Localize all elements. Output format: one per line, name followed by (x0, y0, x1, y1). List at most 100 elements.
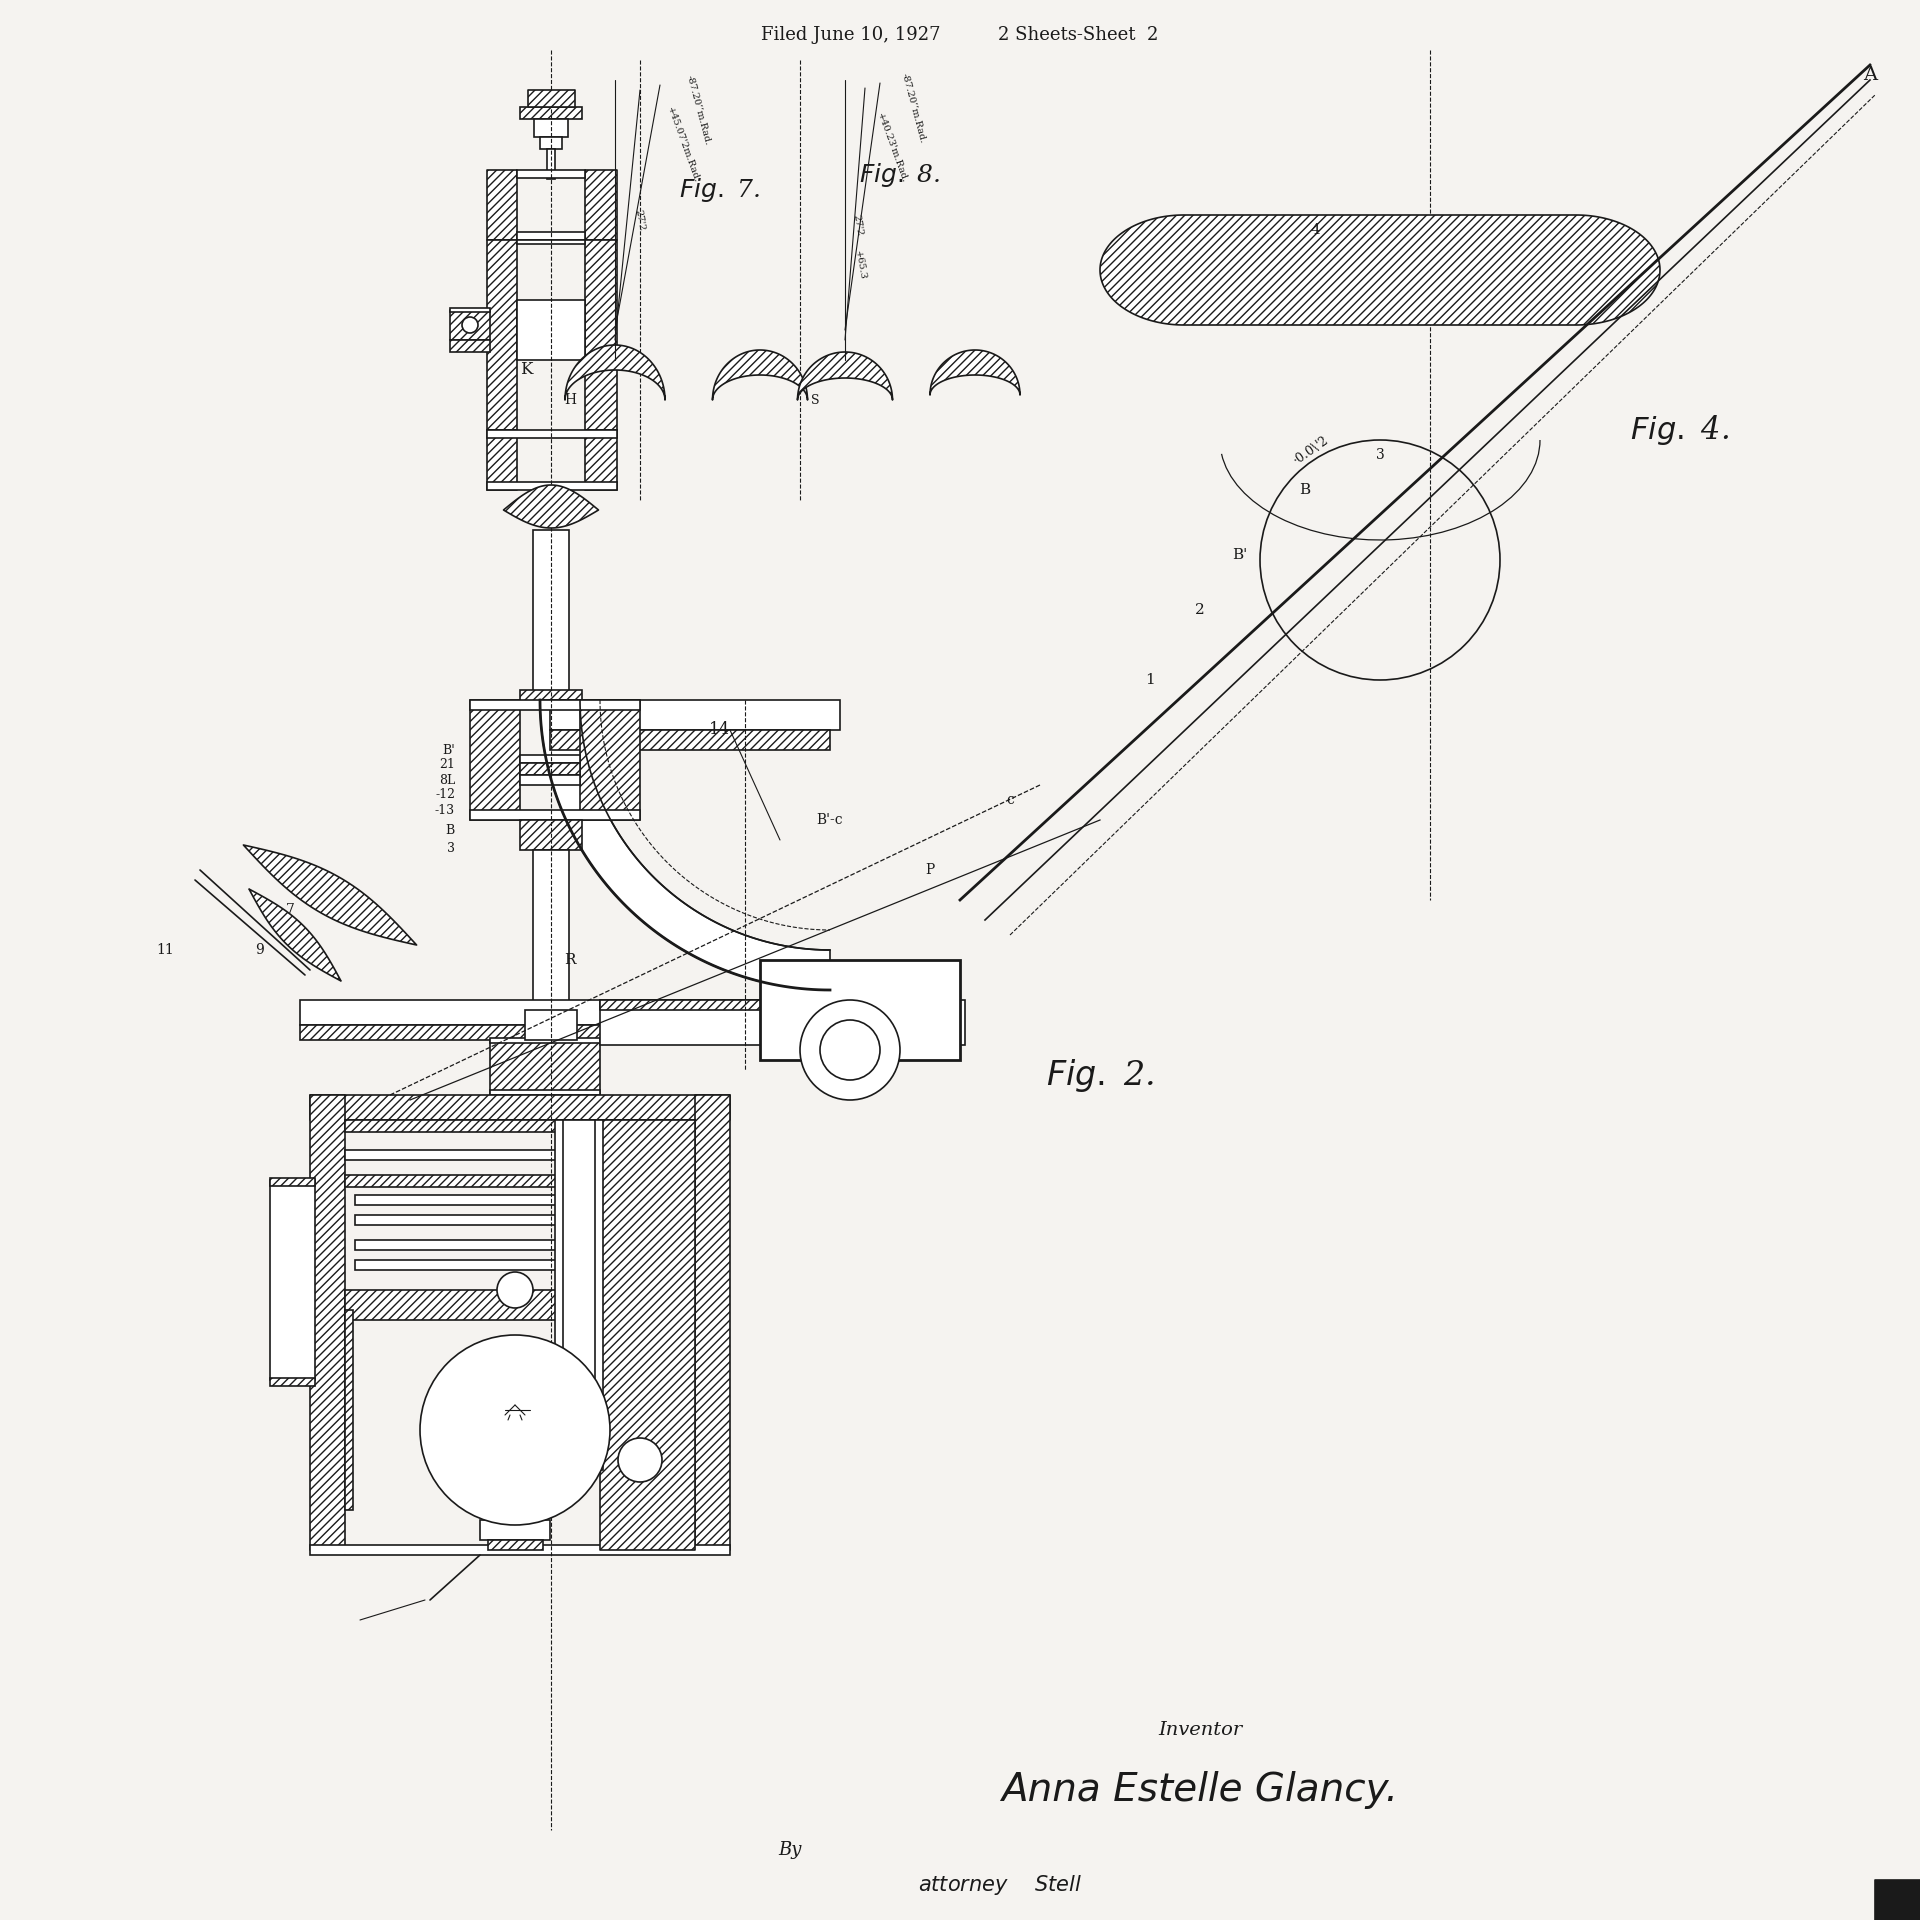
Polygon shape (488, 171, 516, 240)
Bar (355, 1194, 685, 1206)
Polygon shape (309, 1094, 730, 1119)
Polygon shape (580, 701, 639, 820)
Text: Inventor: Inventor (1158, 1720, 1242, 1740)
Bar (488, 1540, 543, 1549)
Bar (524, 1010, 578, 1041)
Circle shape (420, 1334, 611, 1524)
Text: $\mathit{Fig.}$ 4.: $\mathit{Fig.}$ 4. (1630, 413, 1730, 447)
Text: 1: 1 (1144, 674, 1154, 687)
Text: $\mathit{Fig.}$ 2.: $\mathit{Fig.}$ 2. (1046, 1056, 1154, 1094)
Bar (346, 1150, 695, 1160)
Bar (355, 1260, 685, 1269)
Text: +65.3: +65.3 (852, 250, 868, 280)
Text: $\cdot$0.0\'2: $\cdot$0.0\'2 (1288, 432, 1331, 468)
Circle shape (820, 1020, 879, 1079)
Text: 2: 2 (1194, 603, 1206, 616)
Text: 27'2: 27'2 (852, 213, 864, 236)
Bar (555, 1119, 603, 1471)
Text: 4: 4 (1309, 223, 1319, 236)
Bar (470, 810, 639, 820)
Bar (516, 232, 586, 240)
Bar (516, 300, 586, 361)
Polygon shape (586, 430, 616, 490)
Polygon shape (540, 701, 829, 991)
Bar (470, 701, 639, 710)
Text: 3: 3 (1375, 447, 1384, 463)
Circle shape (801, 1000, 900, 1100)
Polygon shape (449, 309, 490, 340)
Bar (534, 119, 568, 136)
Text: B: B (445, 824, 455, 837)
Polygon shape (1876, 1880, 1920, 1920)
Text: +40.23'm.Rad.: +40.23'm.Rad. (876, 111, 908, 184)
Polygon shape (503, 486, 599, 528)
Polygon shape (695, 1094, 730, 1549)
Polygon shape (1100, 215, 1661, 324)
Text: 8L: 8L (440, 774, 455, 787)
Bar (346, 1119, 695, 1133)
Bar (449, 340, 490, 351)
Text: c: c (1006, 793, 1014, 806)
Polygon shape (586, 240, 616, 430)
Bar (520, 762, 580, 776)
Polygon shape (488, 430, 516, 490)
Text: H: H (564, 394, 576, 407)
Polygon shape (564, 346, 664, 399)
Bar (490, 1091, 599, 1094)
Bar (300, 1025, 960, 1041)
Bar (449, 307, 490, 311)
Bar (309, 1546, 730, 1555)
Text: -13: -13 (434, 803, 455, 816)
Text: $\mathit{attorney\ \ \ \ Stell}$: $\mathit{attorney\ \ \ \ Stell}$ (918, 1874, 1081, 1897)
Bar (549, 730, 829, 751)
Polygon shape (490, 1041, 599, 1094)
Circle shape (618, 1438, 662, 1482)
Text: B': B' (442, 743, 455, 756)
Bar (300, 1000, 960, 1025)
Bar (547, 150, 555, 179)
Bar (520, 108, 582, 119)
Polygon shape (309, 1094, 346, 1549)
Bar (488, 482, 616, 490)
Bar (355, 1215, 685, 1225)
Text: Anna Estelle Glancy.: Anna Estelle Glancy. (1002, 1770, 1398, 1809)
Bar (599, 1000, 966, 1044)
Polygon shape (712, 349, 808, 399)
Text: 27'2: 27'2 (634, 209, 647, 232)
Text: K: K (520, 361, 532, 378)
Polygon shape (470, 701, 520, 820)
Bar (346, 1309, 353, 1509)
Bar (520, 755, 580, 762)
Text: -87.20’’m.Rad.: -87.20’’m.Rad. (685, 73, 712, 146)
Text: 11: 11 (156, 943, 175, 956)
Text: $\mathit{Fig.}$ 8.: $\mathit{Fig.}$ 8. (860, 161, 941, 188)
Text: Filed June 10, 1927          2 Sheets-Sheet  2: Filed June 10, 1927 2 Sheets-Sheet 2 (762, 27, 1158, 44)
Bar (534, 851, 568, 1010)
Polygon shape (599, 1000, 960, 1010)
Bar (271, 1379, 315, 1386)
Bar (355, 1240, 685, 1250)
Text: -12: -12 (436, 789, 455, 801)
Polygon shape (244, 845, 417, 945)
Text: B'-c: B'-c (816, 812, 843, 828)
Bar (516, 240, 586, 244)
Text: $\mathit{Fig.}$ 7.: $\mathit{Fig.}$ 7. (680, 177, 760, 204)
Bar (480, 1521, 549, 1540)
Bar (346, 1290, 695, 1321)
Text: +45.07'2m.Rad.: +45.07'2m.Rad. (664, 106, 701, 184)
Bar (520, 820, 582, 851)
Text: B': B' (1233, 547, 1248, 563)
Bar (520, 776, 580, 785)
Bar (490, 1039, 599, 1043)
Bar (271, 1181, 315, 1380)
Polygon shape (797, 351, 893, 399)
Text: By: By (778, 1841, 803, 1859)
Bar (516, 171, 586, 179)
Polygon shape (586, 171, 616, 240)
Text: 21: 21 (440, 758, 455, 772)
Text: 7: 7 (286, 902, 294, 918)
Polygon shape (528, 90, 574, 108)
Polygon shape (250, 889, 342, 981)
Bar (563, 1119, 595, 1471)
Text: B: B (1300, 484, 1311, 497)
